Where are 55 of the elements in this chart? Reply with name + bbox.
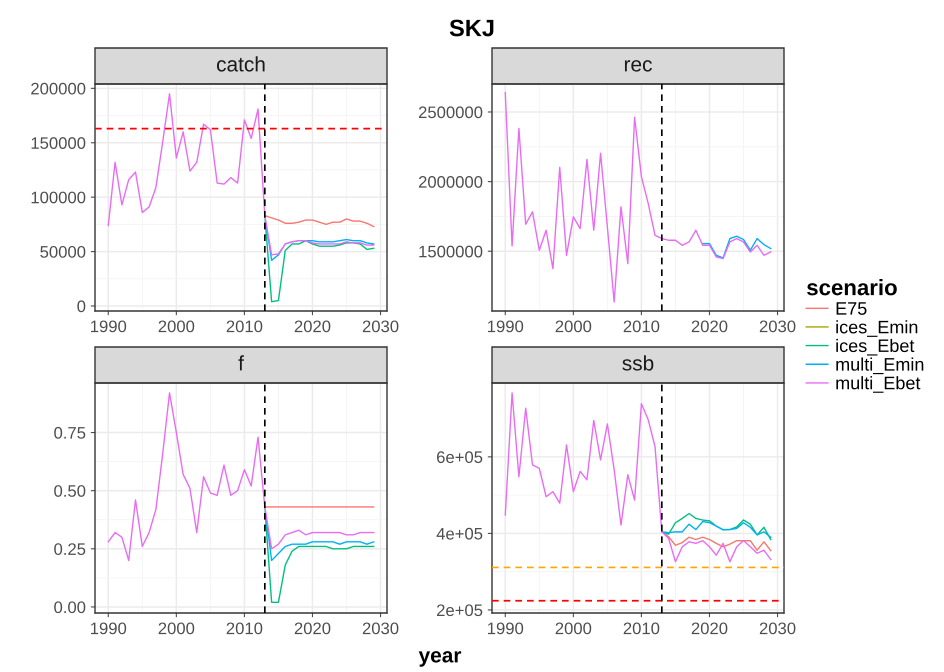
legend-title: scenario	[807, 279, 897, 296]
x-tick-label: 2020	[692, 320, 728, 332]
chart-title: catch	[216, 56, 265, 72]
y-tick-label: 0.50	[54, 485, 86, 497]
x-tick-label: 2000	[556, 622, 592, 634]
line-series	[264, 214, 374, 228]
x-tick-label: 1990	[488, 320, 524, 332]
line-series	[108, 392, 374, 562]
legend-label: E75	[836, 302, 867, 315]
legend-label: ices_Ebet	[836, 338, 914, 356]
y-tick-label: 100000	[32, 192, 86, 204]
line-series	[264, 506, 374, 603]
x-tick-label: 2010	[624, 320, 660, 332]
y-tick-label: 0.75	[54, 426, 86, 439]
x-tick-label: 2020	[692, 622, 728, 634]
y-tick-label: 2e+05	[437, 604, 482, 616]
y-tick-label: 2000000	[418, 176, 482, 188]
line-series	[504, 92, 772, 303]
x-tick-label: 2000	[556, 320, 592, 332]
x-tick-label: 2030	[760, 622, 796, 634]
chart-title: f	[238, 355, 244, 370]
legend-label: multi_Emin	[836, 357, 924, 374]
y-tick-label: 0.25	[54, 543, 86, 556]
x-tick-label: 2000	[158, 622, 194, 634]
x-tick-label: 2030	[760, 320, 796, 332]
y-tick-label: 2500000	[418, 106, 482, 118]
legend-label: ices_Emin	[836, 320, 918, 337]
x-tick-label: 2010	[226, 320, 262, 332]
y-tick-label: 4e+05	[436, 528, 482, 540]
y-tick-label: 0	[77, 300, 86, 312]
x-tick-label: 2000	[158, 320, 194, 332]
line-series	[504, 392, 772, 562]
text: SKJ	[450, 20, 494, 36]
line-series	[108, 93, 374, 256]
x-tick-label: 2030	[362, 320, 398, 332]
y-tick-label: 50000	[40, 246, 86, 258]
line-series	[702, 236, 772, 259]
chart-title: ssb	[622, 355, 654, 371]
chart-title: rec	[624, 60, 652, 72]
x-tick-label: 2010	[624, 622, 660, 634]
x-tick-label: 1990	[91, 622, 126, 634]
y-tick-label: 200000	[31, 82, 86, 95]
legend-label: multi_Ebet	[836, 376, 920, 393]
line-series	[661, 520, 772, 538]
x-tick-label: 1990	[91, 320, 126, 332]
x-tick-label: 1990	[488, 622, 524, 634]
x-tick-label: 2030	[362, 622, 398, 634]
y-tick-label: 0.00	[54, 601, 86, 614]
x-tick-label: 2020	[294, 622, 330, 634]
y-tick-label: 1500000	[419, 246, 482, 258]
y-tick-label: 150000	[32, 137, 86, 149]
y-tick-label: 6e+05	[437, 451, 482, 464]
x-tick-label: 2020	[294, 320, 330, 332]
x-tick-label: 2010	[226, 622, 262, 634]
x-axis-title: year	[418, 651, 462, 667]
